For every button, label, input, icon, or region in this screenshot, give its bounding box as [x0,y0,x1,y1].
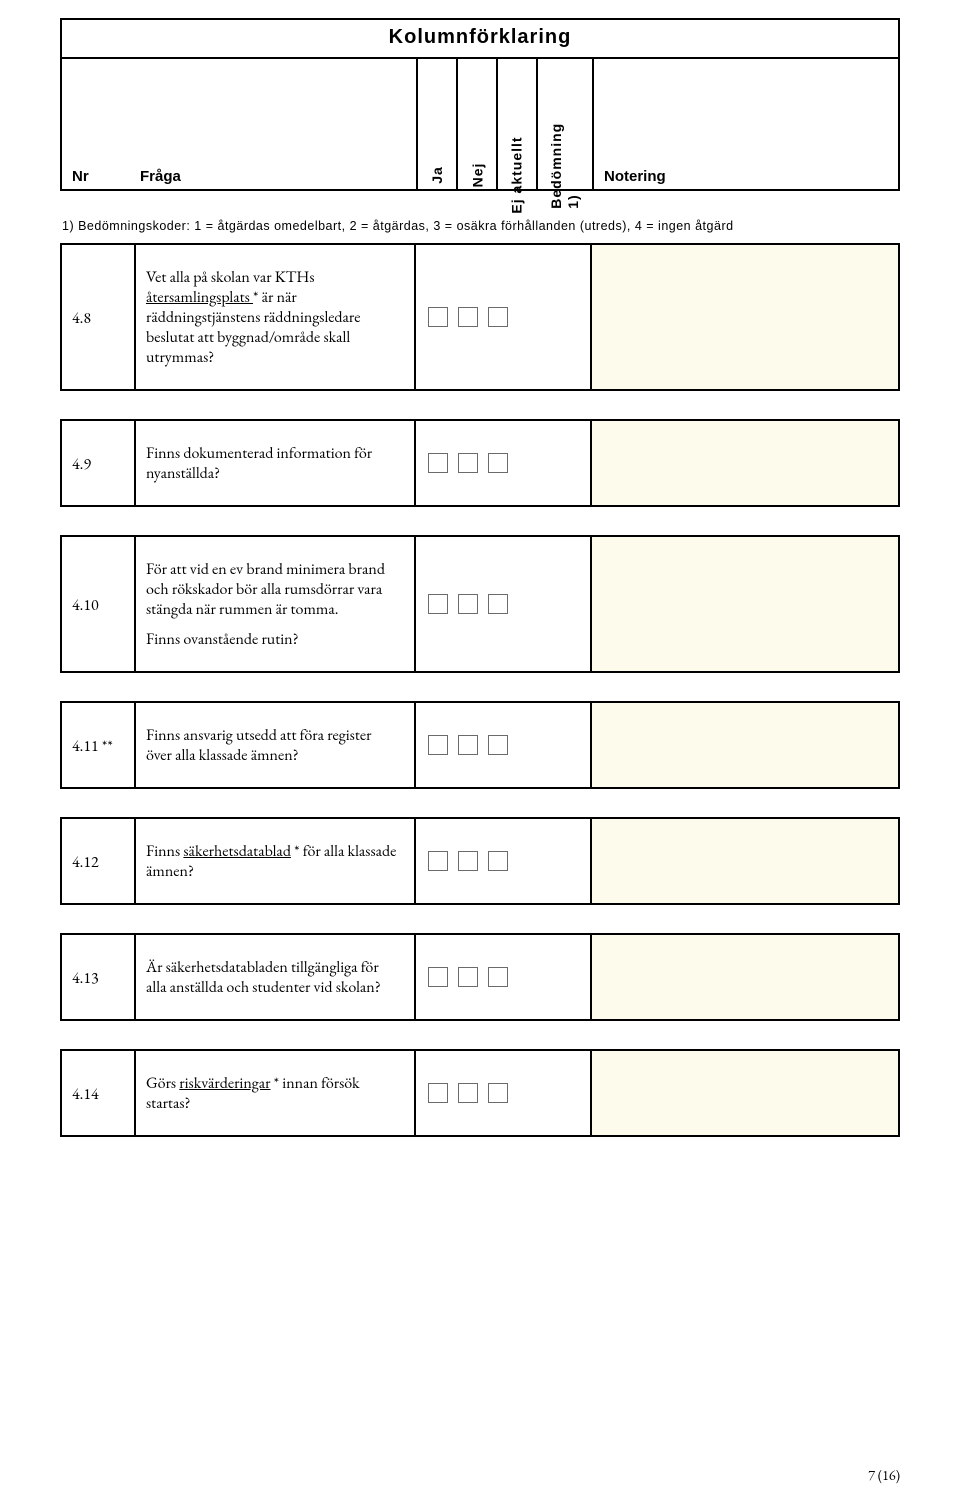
header-ej-aktuellt-label: Ej aktuellt [509,136,525,213]
question-note-field[interactable] [592,1051,898,1135]
question-checkboxes [416,537,592,671]
question-text-pre: Finns ansvarig utsedd att föra register … [146,724,371,765]
question-note-field[interactable] [592,703,898,787]
header-ja-label: Ja [429,166,445,184]
question-text: Finns säkerhetsdatablad * för alla klass… [136,819,416,903]
checkbox[interactable] [488,307,508,327]
question-row: 4.8Vet alla på skolan var KTHs återsamli… [60,243,900,391]
header-bedomning-line2: 1) [565,195,581,209]
question-text-pre: Finns dokumenterad information för nyans… [146,442,372,483]
header-nej: Nej [456,59,496,189]
question-number: 4.11 ** [62,703,136,787]
legend-text: 1) Bedömningskoder: 1 = åtgärdas omedelb… [60,219,900,233]
question-note-field[interactable] [592,421,898,505]
question-note-field[interactable] [592,245,898,389]
header-bedomning-label: Bedömning 1) [548,123,582,209]
question-text: För att vid en ev brand minimera brand o… [136,537,416,671]
checkbox[interactable] [458,735,478,755]
question-text-pre: Görs [146,1072,179,1093]
question-row: 4.13Är säkerhetsdatabladen tillgängliga … [60,933,900,1021]
question-text-underlined: säkerhetsdatablad [183,840,291,861]
header-ja: Ja [416,59,456,189]
question-text: Görs riskvärderingar * innan försök star… [136,1051,416,1135]
question-note-field[interactable] [592,537,898,671]
question-number: 4.8 [62,245,136,389]
question-number: 4.10 [62,537,136,671]
header-columns-row: Nr Fråga Ja Nej Ej aktuellt Bedömning 1)… [62,59,898,189]
page-number: 7 (16) [868,1467,900,1485]
checkbox[interactable] [458,594,478,614]
header-nr: Nr [62,59,136,189]
header-fraga: Fråga [136,59,416,189]
question-checkboxes [416,819,592,903]
question-text: Finns ansvarig utsedd att föra register … [136,703,416,787]
checkbox[interactable] [458,967,478,987]
checkbox[interactable] [488,594,508,614]
checkbox[interactable] [458,1083,478,1103]
header-table: Kolumnförklaring Nr Fråga Ja Nej Ej aktu… [60,18,900,191]
checkbox[interactable] [428,594,448,614]
checkbox[interactable] [428,967,448,987]
question-text: Finns dokumenterad information för nyans… [136,421,416,505]
question-number: 4.14 [62,1051,136,1135]
question-note-field[interactable] [592,819,898,903]
checkbox[interactable] [428,307,448,327]
question-text-pre: Finns [146,840,183,861]
header-nej-label: Nej [469,163,485,188]
checkbox[interactable] [488,453,508,473]
question-checkboxes [416,421,592,505]
question-checkboxes [416,935,592,1019]
checkbox[interactable] [488,967,508,987]
checkbox[interactable] [428,851,448,871]
question-number: 4.9 [62,421,136,505]
question-number: 4.12 [62,819,136,903]
checkbox[interactable] [488,1083,508,1103]
question-row: 4.11 **Finns ansvarig utsedd att föra re… [60,701,900,789]
question-text-extra: Finns ovanstående rutin? [146,629,398,649]
checkbox[interactable] [488,851,508,871]
question-text-underlined: riskvärderingar [179,1072,270,1093]
question-text-pre: Är säkerhetsdatabladen tillgängliga för … [146,956,381,997]
question-row: 4.12Finns säkerhetsdatablad * för alla k… [60,817,900,905]
question-checkboxes [416,703,592,787]
question-text-pre: För att vid en ev brand minimera brand o… [146,558,385,619]
question-row: 4.10För att vid en ev brand minimera bra… [60,535,900,673]
checkbox[interactable] [458,307,478,327]
checkbox[interactable] [428,1083,448,1103]
question-text-underlined: återsamlingsplats [146,286,253,307]
question-text: Vet alla på skolan var KTHs återsamlings… [136,245,416,389]
header-title: Kolumnförklaring [62,20,898,59]
question-row: 4.14Görs riskvärderingar * innan försök … [60,1049,900,1137]
header-notering: Notering [592,59,898,189]
header-bedomning-line1: Bedömning [548,123,564,209]
header-bedomning: Bedömning 1) [536,59,592,189]
question-row: 4.9Finns dokumenterad information för ny… [60,419,900,507]
checkbox[interactable] [488,735,508,755]
header-ej-aktuellt: Ej aktuellt [496,59,536,189]
question-checkboxes [416,1051,592,1135]
checkbox[interactable] [428,453,448,473]
question-note-field[interactable] [592,935,898,1019]
checkbox[interactable] [458,851,478,871]
question-number: 4.13 [62,935,136,1019]
question-checkboxes [416,245,592,389]
question-text: Är säkerhetsdatabladen tillgängliga för … [136,935,416,1019]
checkbox[interactable] [458,453,478,473]
checkbox[interactable] [428,735,448,755]
question-text-pre: Vet alla på skolan var KTHs [146,266,315,287]
